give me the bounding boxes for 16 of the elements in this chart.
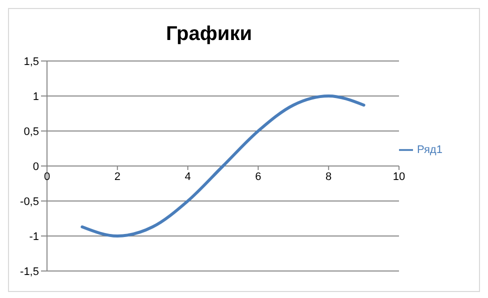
x-tick-label: 2 [114, 171, 120, 183]
line-series [80, 94, 366, 238]
legend-label: Ряд1 [417, 144, 442, 156]
x-tick-label: 0 [44, 171, 50, 183]
y-tick-label: 0,5 [24, 126, 39, 138]
y-tick-label: -1 [29, 230, 39, 243]
x-tick-label: 10 [392, 171, 406, 183]
chart-title: Графики [164, 23, 253, 46]
y-tick-label: 1 [32, 90, 39, 103]
y-tick-label: 1,5 [24, 56, 39, 68]
y-tick-label: -0,5 [20, 196, 39, 208]
x-tick-label: 4 [184, 171, 191, 183]
x-tick-label: 6 [255, 171, 262, 183]
x-tick-label: 8 [326, 171, 332, 183]
y-tick-label: 0 [32, 160, 39, 173]
y-tick-label: -1,5 [20, 266, 39, 278]
